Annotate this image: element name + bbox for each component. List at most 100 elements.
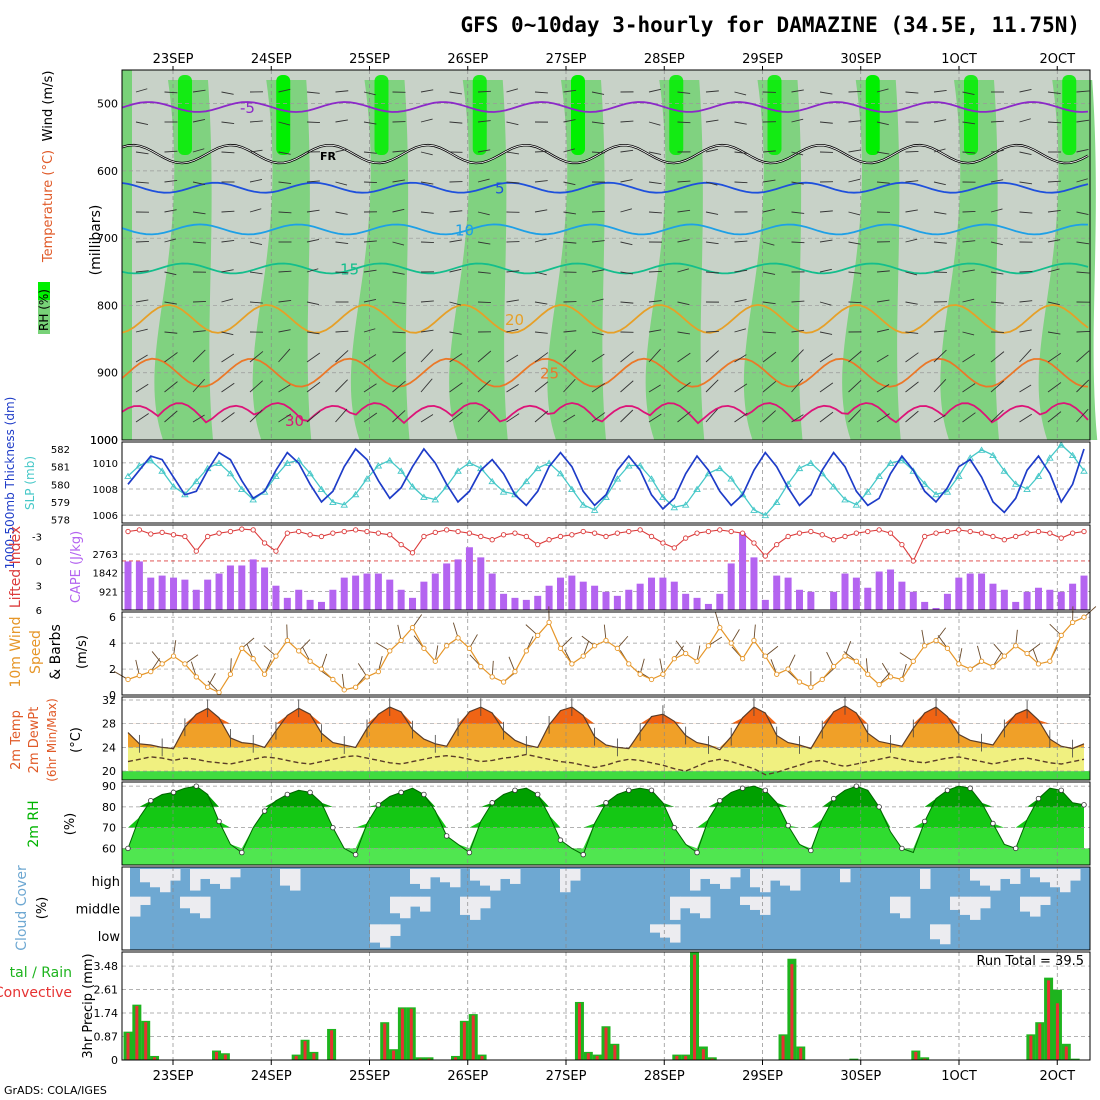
lifted-marker xyxy=(398,541,404,548)
surface-wind-barb xyxy=(901,663,907,680)
wind-barb xyxy=(734,328,746,333)
wind-barb xyxy=(363,240,377,243)
wind-barb xyxy=(677,209,691,213)
isotherm-label: -5 xyxy=(240,99,255,117)
wind-barb xyxy=(762,351,777,363)
lifted-marker xyxy=(239,526,245,532)
wind-barb xyxy=(1076,90,1090,93)
wind-speed-marker xyxy=(330,676,336,683)
cape-bar xyxy=(340,577,348,610)
slp-marker xyxy=(158,467,166,474)
wind-barb xyxy=(506,121,519,126)
wind-barb xyxy=(648,413,662,423)
wind-barb xyxy=(278,151,291,155)
surface-wind-barb xyxy=(263,645,277,657)
wind-barb xyxy=(420,151,433,156)
wind-barb xyxy=(278,181,292,185)
cape-bar xyxy=(830,591,838,610)
wind-barb xyxy=(990,241,1003,246)
precip-convective-bar xyxy=(480,1055,484,1060)
wind-speed-panel: 0 2 4 6 10m Wind Speed & Barbs (m/s) xyxy=(8,606,1097,702)
slp-marker xyxy=(761,511,770,519)
lifted-marker xyxy=(978,530,985,536)
wind-barb xyxy=(335,379,348,393)
surface-wind-barb xyxy=(603,624,607,641)
cape-bar xyxy=(192,589,200,610)
wind-barb xyxy=(734,412,748,423)
wind-barb xyxy=(506,299,519,303)
wind-barb xyxy=(734,354,747,363)
cape-axis-label: CAPE (J/kg) xyxy=(69,531,84,603)
lifted-marker xyxy=(216,530,222,536)
rh2m-marker xyxy=(1081,802,1087,808)
wind-barb xyxy=(534,150,548,153)
wind-speed-marker xyxy=(296,648,302,654)
cloud-level-label: middle xyxy=(76,903,120,918)
cape-bar xyxy=(932,607,940,610)
slp-marker xyxy=(886,459,895,466)
rh-legend-swatch-high xyxy=(38,282,50,300)
wind-barb xyxy=(335,271,349,274)
cape-bar xyxy=(955,577,963,610)
cape-bar xyxy=(170,577,178,610)
wind-speed-marker xyxy=(466,645,473,651)
cloud-gap xyxy=(140,896,151,905)
wind-barb xyxy=(1047,91,1061,95)
wind-speed-marker xyxy=(637,671,643,677)
slp-marker xyxy=(1046,454,1054,461)
cloud-gap xyxy=(760,896,771,915)
precip-convective-bar xyxy=(400,1008,404,1060)
cloud-gap xyxy=(700,896,711,919)
temperature-legend-label: Temperature (°C) xyxy=(41,150,56,263)
cloud-gap xyxy=(560,869,571,893)
wind-speed-marker xyxy=(830,663,837,670)
cloud-gap xyxy=(1070,869,1081,881)
surface-wind-barb xyxy=(397,624,402,641)
wind-barb xyxy=(335,241,349,245)
wind-barb xyxy=(648,88,661,93)
wind-speed-marker xyxy=(387,648,393,654)
wind-barb xyxy=(278,88,291,93)
cloud-gap xyxy=(1050,869,1061,888)
slp-marker xyxy=(351,490,360,498)
cape-bar xyxy=(329,589,337,610)
precip-convective-bar xyxy=(586,1053,590,1060)
chart-title: GFS 0~10day 3-hourly for DAMAZINE (34.5E… xyxy=(460,13,1080,37)
wind-barb xyxy=(534,352,549,363)
cape-bar xyxy=(1023,591,1031,610)
wind-barb xyxy=(420,300,434,303)
wind-barb xyxy=(705,181,718,186)
temp-tick-label: 20 xyxy=(102,765,116,778)
wind-speed-marker xyxy=(341,687,347,693)
pressure-axis-label: (millibars) xyxy=(88,205,104,276)
wind-barb xyxy=(221,412,235,423)
surface-wind-barb xyxy=(1015,629,1018,646)
wind-barb xyxy=(477,241,491,245)
slp-marker xyxy=(943,488,952,495)
wind-barb xyxy=(905,352,919,363)
thickness-tick-label: 581 xyxy=(51,463,70,474)
surface-wind-barb xyxy=(753,624,756,641)
cloud-gap xyxy=(970,869,981,881)
wind-barb xyxy=(1047,121,1061,124)
slp-marker xyxy=(955,472,963,479)
wind-barb xyxy=(392,331,406,334)
rh2m-marker xyxy=(853,783,860,789)
cape-bar xyxy=(397,589,405,610)
surface-wind-barb xyxy=(412,614,423,628)
wind-barb xyxy=(933,148,946,153)
slp-marker xyxy=(408,483,417,490)
cape-bar xyxy=(272,585,280,610)
cloud-gap xyxy=(280,869,291,886)
rh-moist-area xyxy=(842,80,901,440)
lifted-marker xyxy=(683,535,689,541)
wind-speed-marker xyxy=(603,637,609,644)
wind-barb xyxy=(420,211,434,214)
wind-barb xyxy=(734,240,748,243)
date-tick-bottom: 27SEP xyxy=(546,1069,587,1084)
wind-barb xyxy=(848,211,861,216)
wind-barb xyxy=(1047,301,1060,306)
wind-barb xyxy=(962,412,976,423)
slp-marker xyxy=(1034,472,1043,479)
cape-bar xyxy=(1012,601,1020,610)
